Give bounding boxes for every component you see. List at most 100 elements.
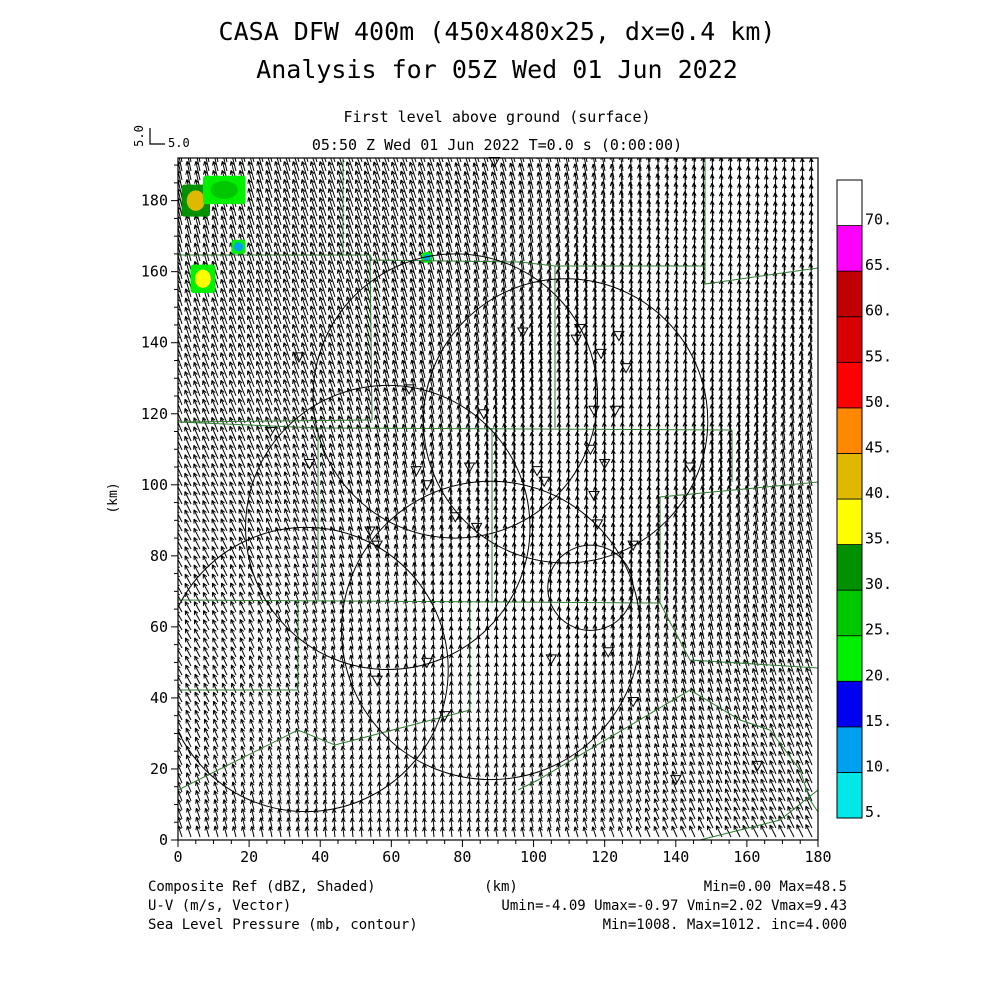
footer-reflectivity-label: Composite Ref (dBZ, Shaded) — [148, 879, 376, 895]
station-marker — [303, 458, 316, 470]
echo-core — [194, 269, 211, 288]
colorbar-segment — [836, 270, 863, 318]
y-tick-label: 120 — [141, 405, 168, 423]
station-marker — [570, 334, 583, 346]
station-marker — [371, 675, 383, 687]
echo-core — [423, 254, 431, 261]
county-line — [178, 599, 661, 604]
station-marker — [421, 480, 433, 491]
station-marker — [627, 540, 639, 552]
colorbar-label: 35. — [865, 530, 892, 548]
colorbar-segment — [836, 361, 863, 409]
x-tick-label: 40 — [311, 848, 329, 866]
x-tick-label: 120 — [591, 848, 618, 866]
colorbar-segment — [836, 680, 863, 728]
station-marker — [545, 654, 558, 665]
colorbar: 5. 10. 15. 20. 25. 30. 35. 40. 45. 50. 55. 60. 65. 70… — [836, 179, 892, 821]
x-tick-label: 60 — [382, 848, 400, 866]
station-marker — [684, 462, 696, 474]
station-marker — [531, 466, 543, 477]
colorbar-segment — [836, 407, 863, 454]
colorbar-segment — [836, 498, 863, 545]
colorbar-label: 50. — [865, 393, 892, 411]
pressure-contour — [547, 544, 634, 631]
station-marker — [584, 444, 597, 456]
station-marker — [588, 490, 600, 502]
colorbar-label: 30. — [865, 575, 892, 593]
y-tick-label: 80 — [150, 547, 168, 565]
station-marker — [602, 647, 615, 658]
pressure-contour — [178, 526, 449, 813]
y-tick-label: 100 — [141, 476, 168, 494]
colorbar-label: 15. — [865, 712, 892, 730]
station-marker — [449, 512, 462, 523]
pressure-contour — [341, 480, 641, 781]
time-subtitle: 05:50 Z Wed 01 Jun 2022 T=0.0 s (0:00:00… — [312, 136, 682, 154]
pressure-contour — [312, 253, 599, 539]
x-tick-label: 140 — [662, 848, 689, 866]
station-markers — [264, 157, 764, 786]
x-tick-label: 100 — [520, 848, 547, 866]
station-marker — [403, 384, 415, 395]
x-tick-label: 160 — [733, 848, 760, 866]
station-marker — [477, 409, 490, 420]
colorbar-frame — [836, 179, 863, 819]
county-line — [659, 481, 818, 603]
y-tick-label: 20 — [150, 760, 168, 778]
colorbar-label: 5. — [865, 803, 883, 821]
echo-core — [210, 180, 238, 200]
vector-key-side-label: 5.0 — [132, 125, 146, 147]
station-marker — [573, 324, 586, 335]
station-marker — [517, 327, 529, 339]
footer-wind-label: U-V (m/s, Vector) — [148, 898, 291, 914]
station-marker — [627, 696, 639, 708]
colorbar-segment — [836, 453, 863, 500]
county-line — [178, 603, 471, 791]
colorbar-segment — [836, 225, 863, 272]
station-marker — [410, 466, 423, 477]
pressure-contour — [245, 384, 531, 671]
y-axis-label: (km) — [106, 482, 121, 513]
colorbar-segment — [836, 589, 863, 637]
title-line-2: Analysis for 05Z Wed 01 Jun 2022 — [256, 55, 738, 84]
county-boundaries — [178, 158, 818, 840]
y-tick-label: 160 — [141, 263, 168, 281]
county-line — [659, 602, 818, 669]
station-marker — [438, 711, 451, 722]
county-line — [178, 254, 373, 423]
station-marker — [620, 363, 632, 374]
title-line-1: CASA DFW 400m (450x480x25, dx=0.4 km) — [219, 17, 776, 46]
station-marker — [598, 458, 611, 470]
colorbar-segment — [836, 726, 863, 773]
station-marker — [371, 540, 383, 552]
station-marker — [421, 657, 433, 669]
colorbar-segment — [836, 772, 863, 819]
x-axis: 0 20 40 60 80 100 120 140 160 180 — [173, 840, 832, 866]
footer-reflectivity-range: Min=0.00 Max=48.5 — [704, 879, 847, 895]
colorbar-segment — [836, 179, 863, 226]
station-marker — [591, 519, 604, 530]
footer-x-unit: (km) — [484, 879, 518, 895]
station-marker — [588, 405, 600, 417]
y-tick-label: 180 — [141, 192, 168, 210]
colorbar-label: 40. — [865, 484, 892, 502]
colorbar-segment — [836, 544, 863, 591]
station-marker — [463, 462, 476, 474]
level-subtitle: First level above ground (surface) — [343, 108, 650, 126]
y-axis: 0 20 40 60 80 100 120 140 160 180 — [141, 164, 178, 849]
y-tick-label: 0 — [159, 831, 168, 849]
station-marker — [264, 427, 277, 438]
station-marker — [669, 775, 682, 786]
station-marker — [595, 348, 607, 360]
y-tick-label: 60 — [150, 618, 168, 636]
footer-wind-range: Umin=-4.09 Umax=-0.97 Vmin=2.02 Vmax=9.4… — [501, 898, 847, 914]
wind-vectors — [178, 158, 814, 838]
footer-pressure-label: Sea Level Pressure (mb, contour) — [148, 917, 418, 933]
colorbar-label: 20. — [865, 666, 892, 684]
colorbar-label: 60. — [865, 302, 892, 320]
x-tick-label: 0 — [173, 848, 182, 866]
echo-core — [186, 190, 205, 211]
colorbar-segment — [836, 316, 863, 363]
plot-area — [177, 157, 819, 841]
